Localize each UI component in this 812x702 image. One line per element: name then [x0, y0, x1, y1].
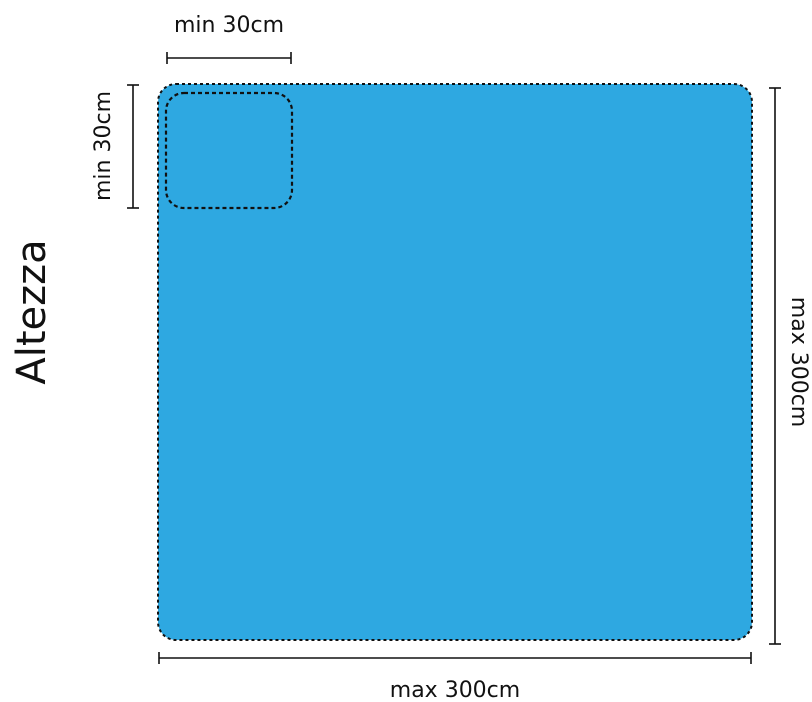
- max-height-dimension-line: [769, 87, 781, 645]
- max-size-panel: [157, 83, 753, 641]
- max-height-label: max 300cm: [786, 297, 811, 427]
- min-width-dimension-line: [166, 52, 292, 64]
- min-height-dimension-line: [127, 84, 139, 209]
- min-height-label: min 30cm: [91, 91, 116, 201]
- min-width-label: min 30cm: [174, 13, 284, 38]
- max-width-dimension-line: [158, 652, 752, 664]
- height-title: Altezza: [9, 239, 55, 384]
- max-width-label: max 300cm: [390, 678, 520, 702]
- min-size-panel: [164, 91, 294, 210]
